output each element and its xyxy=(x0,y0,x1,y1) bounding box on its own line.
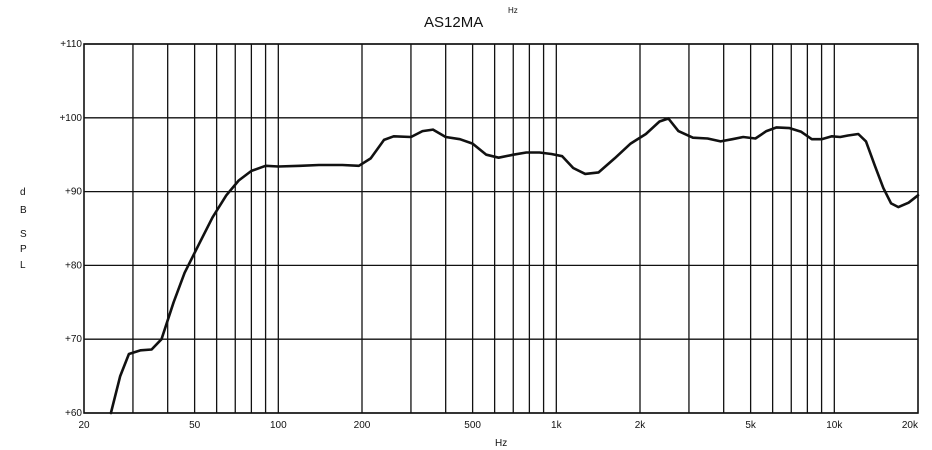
y-axis-label-letter-l: L xyxy=(20,260,26,271)
y-axis-label-letter-p: P xyxy=(20,244,27,255)
y-axis-label-letter-b: B xyxy=(20,205,27,216)
x-tick-label: 100 xyxy=(270,420,287,431)
x-tick-labels: 20 50 100 200 500 1k 2k 5k 10k 20k xyxy=(78,420,919,431)
y-tick-label: +60 xyxy=(65,408,82,419)
x-tick-label: 500 xyxy=(464,420,481,431)
plot-frame xyxy=(83,43,919,414)
y-axis-label: d B S P L xyxy=(20,187,27,271)
y-tick-labels: +110 +100 +90 +80 +70 +60 xyxy=(59,39,82,419)
x-tick-label: 10k xyxy=(826,420,843,431)
x-tick-label: 20 xyxy=(78,420,90,431)
y-tick-label: +90 xyxy=(65,187,82,198)
x-tick-label: 1k xyxy=(551,420,563,431)
y-tick-label: +80 xyxy=(65,260,82,271)
x-tick-label: 5k xyxy=(745,420,757,431)
chart-title-superscript: Hz xyxy=(508,6,518,15)
y-tick-label: +100 xyxy=(59,113,82,124)
grid xyxy=(84,43,918,414)
x-axis-label: Hz xyxy=(495,438,507,449)
y-axis-label-letter-d: d xyxy=(20,187,26,198)
chart-title: AS12MA xyxy=(424,14,483,31)
y-tick-label: +110 xyxy=(60,39,82,50)
series-line xyxy=(109,117,920,415)
y-axis-label-letter-s: S xyxy=(20,229,27,240)
x-tick-label: 20k xyxy=(902,420,919,431)
x-tick-label: 50 xyxy=(189,420,201,431)
x-tick-label: 200 xyxy=(354,420,371,431)
y-tick-label: +70 xyxy=(65,334,82,345)
x-tick-label: 2k xyxy=(635,420,647,431)
